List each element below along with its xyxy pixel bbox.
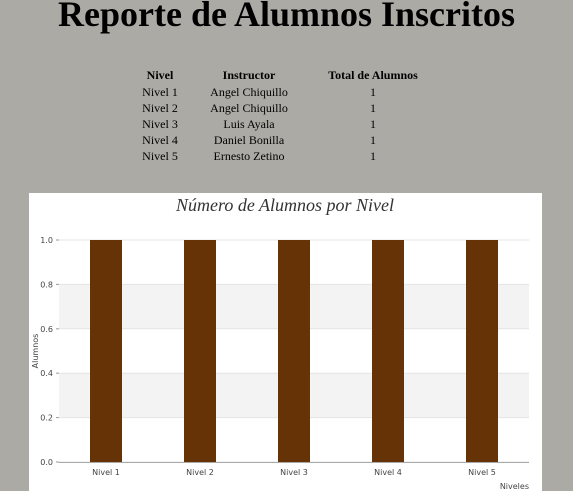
bar-1 (90, 240, 122, 462)
y-tick-label: 0.6 (40, 325, 53, 334)
bar-3 (278, 240, 310, 462)
chart-title: Número de Alumnos por Nivel (175, 195, 394, 215)
table-row: Nivel 1 Angel Chiquillo 1 (125, 84, 443, 100)
x-tick-label: Nivel 2 (186, 468, 214, 477)
cell-total: 1 (370, 116, 376, 131)
x-tick-label: Nivel 4 (374, 468, 402, 477)
x-tick-label: Nivel 1 (92, 468, 120, 477)
cell-nivel: Nivel 2 (142, 100, 178, 115)
x-tick-label: Nivel 5 (468, 468, 496, 477)
report-title: Reporte de Alumnos Inscritos (58, 0, 515, 34)
cell-total: 1 (370, 100, 376, 115)
y-tick-label: 0.0 (40, 458, 53, 467)
cell-instructor: Daniel Bonilla (213, 132, 285, 147)
y-tick-label: 0.2 (40, 414, 53, 423)
table-row: Nivel 5 Ernesto Zetino 1 (125, 148, 443, 164)
cell-nivel: Nivel 3 (142, 116, 178, 131)
cell-instructor: Angel Chiquillo (210, 84, 288, 99)
bar-5 (466, 240, 498, 462)
chart-panel: Número de Alumnos por Nivel 0.0 0.2 0.4 0.6… (29, 193, 542, 491)
header-total: Total de Alumnos (328, 67, 418, 82)
table-row: Nivel 2 Angel Chiquillo 1 (125, 100, 443, 116)
cell-instructor: Luis Ayala (223, 116, 275, 131)
cell-instructor: Angel Chiquillo (210, 100, 288, 115)
y-tick-label: 0.4 (40, 369, 53, 378)
table-row: Nivel 3 Luis Ayala 1 (125, 116, 443, 132)
y-tick-label: 0.8 (40, 280, 53, 289)
bar-chart: Número de Alumnos por Nivel 0.0 0.2 0.4 0.6… (31, 195, 529, 491)
bar-2 (184, 240, 216, 462)
enrollment-table: Nivel Instructor Total de Alumnos Nivel … (125, 66, 443, 164)
bar-4 (372, 240, 404, 462)
y-axis-label: Alumnos (31, 334, 40, 369)
header-instructor: Instructor (222, 67, 276, 82)
cell-total: 1 (370, 148, 376, 163)
x-axis-label: Niveles (500, 482, 529, 491)
table-header-row: Nivel Instructor Total de Alumnos (125, 66, 443, 84)
y-tick-label: 1.0 (40, 236, 53, 245)
header-nivel: Nivel (146, 67, 174, 82)
cell-nivel: Nivel 5 (142, 148, 178, 163)
cell-nivel: Nivel 1 (142, 84, 178, 99)
cell-total: 1 (370, 84, 376, 99)
cell-instructor: Ernesto Zetino (213, 148, 285, 163)
cell-total: 1 (370, 132, 376, 147)
cell-nivel: Nivel 4 (142, 132, 178, 147)
x-tick-label: Nivel 3 (280, 468, 308, 477)
table-row: Nivel 4 Daniel Bonilla 1 (125, 132, 443, 148)
